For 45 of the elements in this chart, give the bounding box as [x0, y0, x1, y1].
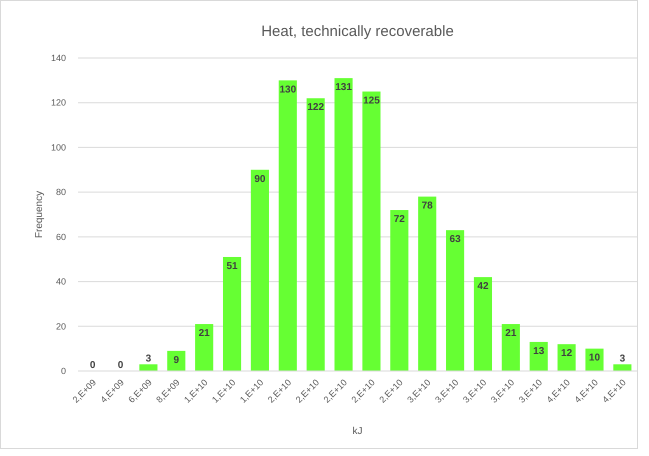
- chart-title: Heat, technically recoverable: [261, 23, 454, 40]
- y-tick-label: 120: [50, 98, 66, 108]
- data-label: 3: [620, 353, 626, 364]
- data-label: 51: [226, 260, 238, 272]
- data-label: 122: [307, 102, 324, 114]
- data-label: 0: [118, 360, 124, 371]
- data-label: 10: [588, 352, 600, 364]
- y-tick-label: 140: [50, 53, 66, 63]
- y-tick-label: 80: [56, 187, 66, 198]
- bar: [306, 98, 325, 371]
- bar: [502, 324, 520, 371]
- data-label: 12: [561, 348, 573, 360]
- data-label: 9: [173, 354, 180, 366]
- y-tick-label: 40: [56, 276, 66, 287]
- data-label: 3: [146, 353, 152, 364]
- data-label: 21: [198, 328, 210, 340]
- y-tick-label: 0: [60, 366, 66, 376]
- data-label: 63: [450, 234, 462, 246]
- x-axis-title: kJ: [352, 426, 362, 437]
- bar: [530, 342, 548, 371]
- data-label: 125: [363, 96, 380, 107]
- bar: [278, 80, 297, 371]
- bar: [362, 92, 380, 371]
- bar: [167, 350, 186, 371]
- bar: [334, 78, 353, 371]
- y-tick-label: 60: [56, 232, 66, 242]
- data-label: 90: [254, 174, 266, 185]
- data-label: 21: [505, 328, 517, 340]
- bar: [195, 324, 214, 371]
- bar: [250, 170, 269, 371]
- y-tick-label: 20: [56, 321, 66, 332]
- data-label: 42: [477, 281, 489, 292]
- data-label: 13: [533, 346, 545, 357]
- data-label: 0: [90, 360, 96, 371]
- bar: [390, 210, 408, 371]
- data-label: 72: [394, 214, 406, 226]
- bar: [418, 196, 436, 371]
- data-label: 78: [422, 200, 434, 212]
- bar: [222, 256, 242, 371]
- y-tick-label: 100: [50, 142, 66, 152]
- data-label: 130: [279, 84, 297, 96]
- data-label: 131: [335, 82, 352, 94]
- bar: [446, 230, 464, 371]
- y-axis-title: Frequency: [34, 190, 45, 238]
- bar: [474, 277, 492, 371]
